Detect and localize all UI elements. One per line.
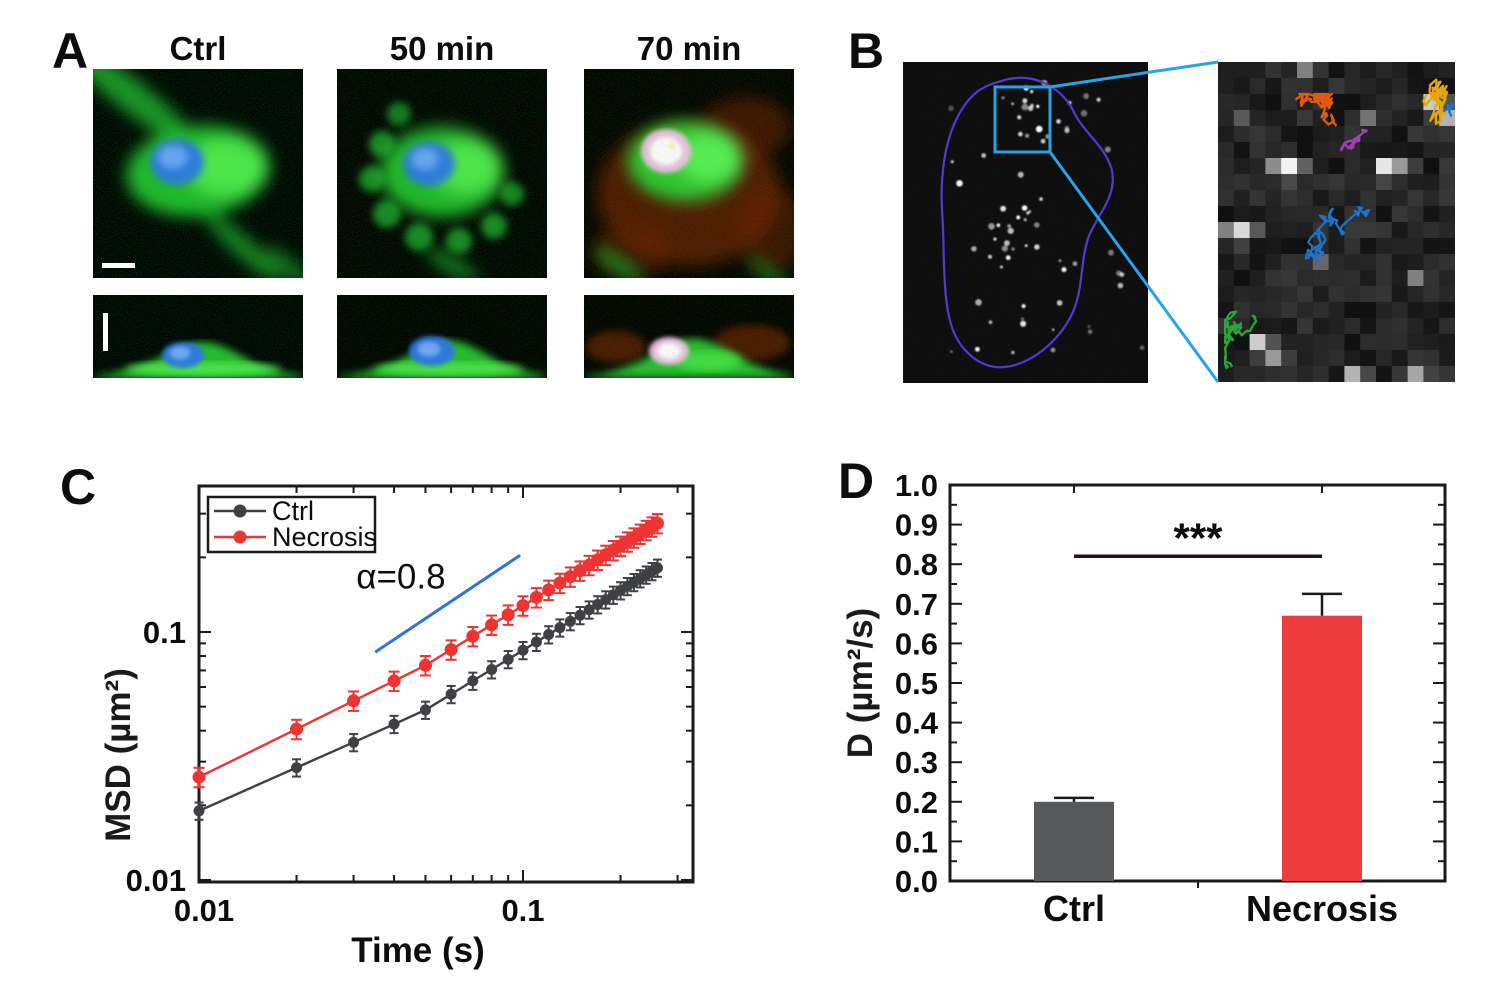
- y-axis-title: MSD (µm²): [99, 668, 138, 842]
- svg-text:0.7: 0.7: [895, 587, 938, 622]
- particle-dots: [948, 80, 1145, 355]
- x-axis-title: Time (s): [351, 931, 485, 970]
- svg-text:0.01: 0.01: [174, 893, 234, 928]
- blue-track: [1304, 205, 1371, 265]
- significance-stars: ***: [1173, 514, 1223, 561]
- column-title-50min: 50 min: [389, 30, 495, 67]
- plot-frame: [197, 484, 695, 884]
- green-track: [1223, 310, 1258, 370]
- bar-label-necrosis: Necrosis: [1246, 888, 1398, 929]
- panel-c-label: C: [60, 459, 97, 515]
- trajectory-inset-image: [1218, 62, 1455, 382]
- gold-track: [1422, 78, 1449, 125]
- legend-label-necrosis: Necrosis: [272, 522, 377, 552]
- svg-text:0.1: 0.1: [501, 893, 544, 928]
- svg-text:0.5: 0.5: [895, 666, 938, 701]
- svg-text:0.8: 0.8: [895, 547, 938, 582]
- column-title-ctrl: Ctrl: [169, 30, 227, 67]
- plot-frame: [948, 483, 1447, 883]
- panel-d-label: D: [838, 453, 875, 509]
- pixel-grid: [1218, 62, 1455, 382]
- svg-text:0.4: 0.4: [895, 706, 939, 741]
- svg-text:1.0: 1.0: [895, 468, 938, 503]
- svg-text:0.1: 0.1: [143, 615, 186, 650]
- svg-text:0.9: 0.9: [895, 508, 938, 543]
- confocal-image-50min-top: [337, 69, 547, 278]
- svg-text:0.1: 0.1: [895, 824, 938, 859]
- alpha-annotation: α=0.8: [356, 557, 445, 596]
- scale-bar-vertical: [103, 313, 108, 351]
- legend-label-ctrl: Ctrl: [272, 496, 314, 526]
- bar-ctrl: [1034, 801, 1114, 881]
- alpha-guide-line: [374, 553, 521, 654]
- panel-a-label: A: [52, 23, 89, 79]
- orange-track: [1295, 92, 1338, 127]
- scale-bar-horizontal: [102, 263, 135, 268]
- confocal-image-70min-top: [584, 69, 794, 278]
- svg-text:0.01: 0.01: [126, 863, 186, 898]
- series-ctrl: [193, 558, 663, 821]
- svg-text:0.3: 0.3: [895, 745, 938, 780]
- column-title-70min: 70 min: [636, 30, 742, 67]
- svg-text:0.6: 0.6: [895, 626, 938, 661]
- confocal-image-ctrl-top: [93, 69, 303, 278]
- cell-outline: [940, 76, 1114, 369]
- particle-image: [903, 62, 1148, 383]
- confocal-image-ctrl-side: [93, 295, 303, 378]
- diffusion-chart: 0.0 0.1 0.2 0.3 0.4 0.5 0.6 0.7 0.8 0.9 1.0 Ctrl Nec…: [841, 468, 1447, 929]
- confocal-image-50min-side: [337, 295, 547, 378]
- bar-necrosis: [1282, 615, 1362, 881]
- purple-track: [1340, 128, 1368, 152]
- bar-label-ctrl: Ctrl: [1043, 888, 1105, 929]
- y-axis-title: D (µm²/s): [841, 608, 880, 758]
- confocal-image-70min-side: [584, 295, 794, 378]
- series-necrosis: [192, 512, 664, 789]
- blue-track-edge: [1442, 102, 1455, 117]
- svg-text:0.2: 0.2: [895, 785, 938, 820]
- svg-text:0.0: 0.0: [895, 864, 938, 899]
- panel-b-label: B: [848, 23, 885, 79]
